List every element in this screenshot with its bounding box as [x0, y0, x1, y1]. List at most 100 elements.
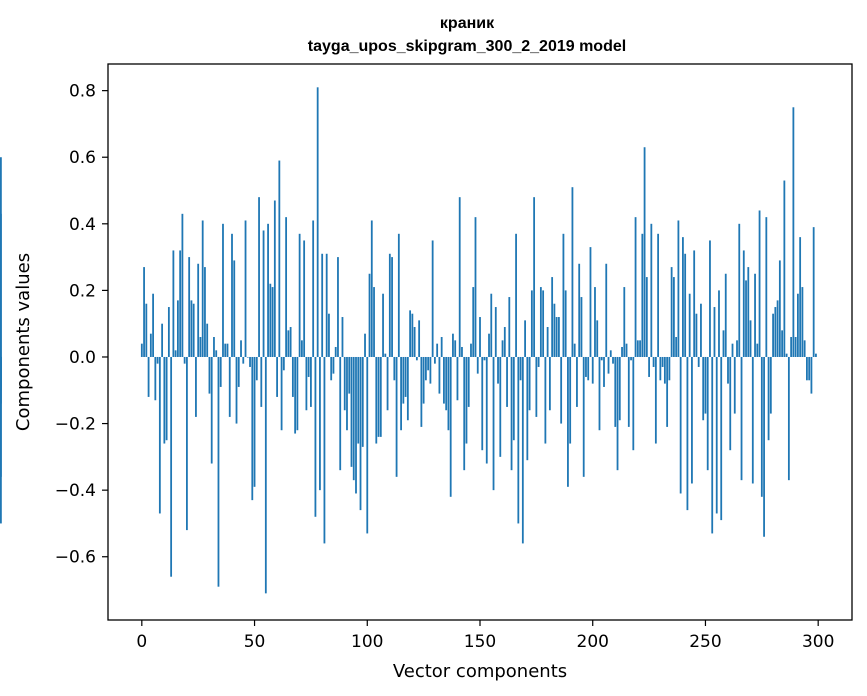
bar [585, 356, 587, 377]
bar [776, 300, 779, 357]
bar [587, 356, 590, 381]
bar [558, 317, 560, 357]
bar [548, 356, 551, 411]
bar [758, 210, 761, 357]
bar [204, 267, 206, 357]
bar [352, 356, 355, 481]
bar [411, 313, 414, 357]
bar [589, 247, 592, 357]
bar [551, 277, 554, 357]
bar [749, 320, 752, 357]
bar [747, 267, 750, 357]
x-tick-label: 300 [802, 632, 834, 652]
bar [427, 356, 430, 371]
bar [167, 307, 170, 357]
y-tick-label: −0.2 [55, 415, 96, 435]
bar [731, 343, 734, 357]
bar [255, 356, 258, 381]
bar [307, 356, 310, 377]
bar [368, 273, 371, 357]
bar [278, 160, 281, 357]
bar [244, 220, 247, 357]
bar [686, 356, 689, 511]
bar [790, 337, 793, 357]
bar [418, 320, 421, 357]
y-tick-label: 0.6 [69, 148, 96, 168]
bar [562, 233, 565, 357]
bar [630, 356, 632, 361]
bar [192, 303, 195, 357]
bar [434, 356, 436, 364]
bar [323, 356, 326, 544]
bar [458, 197, 461, 357]
bar [397, 233, 400, 357]
y-tick-label: 0.0 [69, 348, 96, 368]
bar [603, 356, 605, 387]
bar [521, 356, 524, 544]
bar [497, 356, 499, 384]
bar [571, 187, 574, 357]
bar [273, 200, 276, 357]
bar [740, 356, 743, 481]
bar [503, 327, 506, 357]
bar [652, 356, 655, 367]
bar [767, 356, 770, 441]
bar [235, 356, 238, 424]
bar [553, 303, 556, 357]
bar [467, 356, 470, 407]
bar [639, 340, 641, 357]
bar [470, 343, 472, 357]
bar [219, 356, 222, 387]
bar [222, 223, 224, 357]
bar [702, 356, 705, 421]
y-tick-label: −0.4 [55, 481, 96, 501]
bar [736, 340, 738, 357]
bar [515, 233, 517, 357]
bar [519, 356, 522, 381]
bar [366, 356, 369, 534]
bar [287, 330, 290, 357]
bar [697, 356, 700, 367]
bar [348, 356, 351, 394]
bar [612, 356, 614, 364]
bar [379, 356, 382, 437]
bar [623, 287, 626, 357]
bar [781, 330, 784, 357]
bar [170, 356, 173, 577]
bar [796, 293, 799, 357]
bar [672, 277, 675, 357]
bar-series [0, 87, 817, 594]
bar [339, 356, 342, 471]
bar [682, 237, 684, 357]
bar [567, 356, 569, 487]
bar [564, 290, 567, 357]
bar [463, 356, 466, 471]
bar [249, 356, 251, 367]
bar [618, 356, 621, 421]
x-tick-label: 150 [464, 632, 496, 652]
bar [684, 253, 687, 357]
bar [402, 356, 405, 404]
bar [616, 356, 619, 471]
bar [400, 356, 402, 431]
bar [172, 250, 175, 357]
bar [524, 320, 526, 357]
bar [483, 356, 486, 361]
x-tick-label: 250 [689, 632, 721, 652]
y-tick-label: −0.6 [55, 548, 96, 568]
bar [490, 293, 493, 357]
bar [282, 356, 285, 371]
y-axis-ticks: −0.6 −0.4 −0.2 0.0 0.2 0.4 0.6 0.8 [55, 82, 108, 568]
bar [258, 197, 260, 357]
bar [812, 227, 815, 357]
bar [183, 356, 186, 364]
bar [488, 333, 490, 357]
bar [195, 356, 197, 417]
bar [280, 356, 283, 431]
bar [506, 356, 508, 407]
bar [560, 356, 563, 424]
bar [461, 346, 463, 357]
bar [670, 267, 673, 357]
bar [799, 237, 802, 357]
bar [675, 337, 678, 357]
